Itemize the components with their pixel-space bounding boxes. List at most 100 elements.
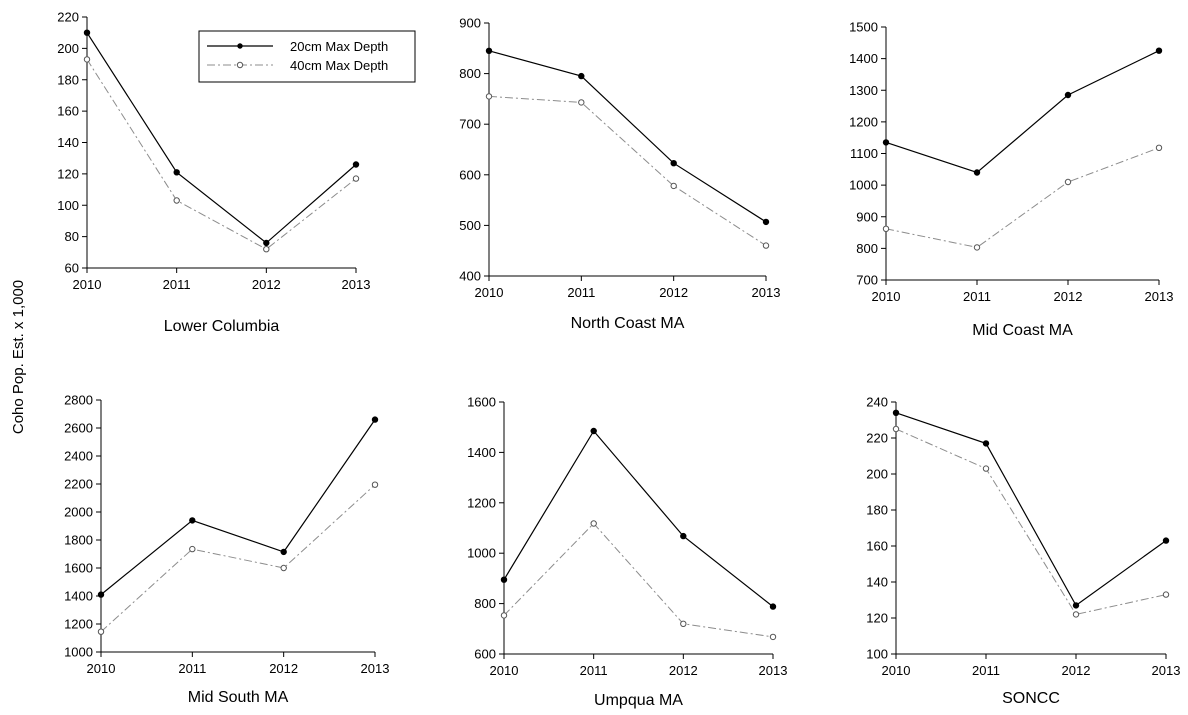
- data-point-20cm: [485, 47, 493, 54]
- data-point-20cm: [352, 161, 360, 168]
- data-point-40cm: [371, 481, 379, 488]
- legend: 20cm Max Depth 40cm Max Depth: [198, 30, 416, 83]
- data-point-20cm: [1072, 602, 1080, 609]
- y-tick-label: 2400: [64, 449, 93, 464]
- y-tick-label: 1400: [64, 589, 93, 604]
- x-tick-label: 2011: [567, 285, 595, 300]
- chart-panel-3: 700 800 900 1000 1100 1200 1300 1400 1500 2010 201…: [849, 20, 1173, 340]
- data-point-40cm: [670, 182, 677, 190]
- y-tick-label: 1200: [64, 617, 93, 632]
- data-point-40cm: [578, 99, 585, 106]
- x-tick-label: 2011: [163, 277, 191, 292]
- y-tick-label: 1300: [849, 83, 878, 98]
- y-tick-label: 220: [866, 431, 888, 446]
- series-line-20cm: [100, 419, 376, 596]
- data-point-20cm: [578, 72, 585, 80]
- y-tick-label: 100: [866, 647, 888, 662]
- series-line-40cm: [100, 484, 376, 633]
- y-tick-label: 600: [474, 647, 496, 662]
- data-point-20cm: [769, 603, 777, 610]
- x-tick-label: 2010: [872, 289, 901, 304]
- series-line-40cm: [86, 59, 357, 250]
- series-line-40cm: [885, 147, 1160, 248]
- data-point-40cm: [189, 545, 196, 553]
- y-tick-label: 600: [459, 167, 481, 182]
- data-point-40cm: [769, 633, 777, 641]
- x-tick-label: 2010: [490, 663, 519, 678]
- x-tick-label: 2013: [361, 661, 390, 676]
- y-tick-label: 1400: [467, 445, 496, 460]
- y-tick-label: 220: [57, 10, 79, 25]
- series-line-40cm: [503, 522, 774, 638]
- x-tick-label: 2013: [759, 663, 788, 678]
- y-tick-label: 700: [856, 273, 878, 288]
- y-tick-label: 140: [57, 135, 79, 150]
- y-tick-label: 1600: [467, 395, 496, 410]
- series-line-20cm: [895, 412, 1167, 607]
- x-tick-label: 2011: [963, 289, 991, 304]
- x-tick-label: 2013: [342, 277, 371, 292]
- chart-panel-5: 600 800 1000 1200 1400 1600 2010 2011 2012 2013 Um…: [467, 395, 787, 710]
- y-tick-label: 1000: [64, 645, 93, 660]
- legend-marker-40cm: [236, 61, 244, 69]
- data-point-20cm: [982, 440, 990, 447]
- series-line-20cm: [885, 50, 1160, 174]
- y-tick-label: 1200: [467, 495, 496, 510]
- y-tick-label: 2600: [64, 421, 93, 436]
- y-tick-label: 900: [459, 16, 481, 31]
- data-point-20cm: [189, 517, 196, 524]
- y-tick-label: 180: [57, 72, 79, 87]
- legend-box: [198, 30, 416, 83]
- x-tick-label: 2011: [178, 661, 206, 676]
- panel-title: SONCC: [1002, 690, 1060, 707]
- y-tick-label: 700: [459, 117, 481, 132]
- series-line-40cm: [488, 95, 767, 247]
- data-point-20cm: [973, 169, 981, 176]
- series-line-20cm: [86, 32, 357, 244]
- y-tick-label: 800: [459, 66, 481, 81]
- data-point-20cm: [882, 139, 890, 146]
- y-tick-label: 500: [459, 218, 481, 233]
- panel-title: Mid South MA: [188, 689, 289, 706]
- data-point-20cm: [263, 239, 270, 247]
- y-tick-label: 800: [856, 241, 878, 256]
- data-point-40cm: [982, 465, 990, 472]
- x-tick-label: 2012: [1054, 289, 1083, 304]
- x-tick-label: 2011: [580, 663, 608, 678]
- x-tick-label: 2013: [1145, 289, 1174, 304]
- data-point-40cm: [892, 425, 900, 433]
- data-point-40cm: [680, 620, 687, 627]
- x-tick-label: 2010: [882, 663, 911, 678]
- panels: 60 80 100 120 140 160 180 200 220 2010 2011 2012 201…: [57, 10, 1180, 710]
- data-point-20cm: [280, 548, 287, 556]
- chart-panel-1: 60 80 100 120 140 160 180 200 220 2010 2011 2012 201…: [57, 10, 370, 336]
- y-tick-label: 2800: [64, 393, 93, 408]
- x-tick-label: 2012: [252, 277, 281, 292]
- y-tick-label: 1000: [467, 546, 496, 561]
- x-tick-label: 2012: [659, 285, 688, 300]
- y-tick-label: 120: [57, 166, 79, 181]
- data-point-40cm: [762, 242, 770, 249]
- data-point-40cm: [882, 225, 890, 233]
- data-point-20cm: [83, 29, 91, 36]
- y-axis-label: Coho Pop. Est. x 1,000: [10, 280, 27, 434]
- panel-title: Lower Columbia: [164, 318, 280, 335]
- data-point-20cm: [762, 218, 770, 226]
- y-tick-label: 2000: [64, 505, 93, 520]
- data-point-40cm: [1064, 178, 1072, 186]
- y-tick-label: 140: [866, 575, 888, 590]
- y-tick-label: 80: [65, 229, 79, 244]
- y-tick-label: 120: [866, 611, 888, 626]
- series-line-20cm: [488, 50, 767, 223]
- x-tick-label: 2010: [475, 285, 504, 300]
- data-point-40cm: [1155, 144, 1163, 152]
- y-tick-label: 180: [866, 503, 888, 518]
- data-point-40cm: [263, 246, 270, 253]
- chart-panel-2: 400 500 600 700 800 900 2010 2011 2012 2013 North …: [459, 16, 780, 333]
- y-tick-label: 1000: [849, 178, 878, 193]
- y-tick-label: 1500: [849, 20, 878, 35]
- data-point-40cm: [1072, 611, 1080, 618]
- legend-label-20cm: 20cm Max Depth: [290, 39, 388, 54]
- legend-marker-20cm: [237, 43, 243, 49]
- y-tick-label: 1800: [64, 533, 93, 548]
